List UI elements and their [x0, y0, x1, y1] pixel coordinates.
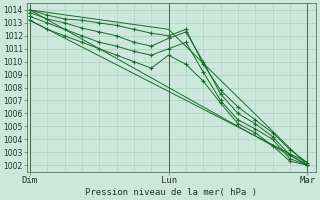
X-axis label: Pression niveau de la mer( hPa ): Pression niveau de la mer( hPa )	[85, 188, 258, 197]
